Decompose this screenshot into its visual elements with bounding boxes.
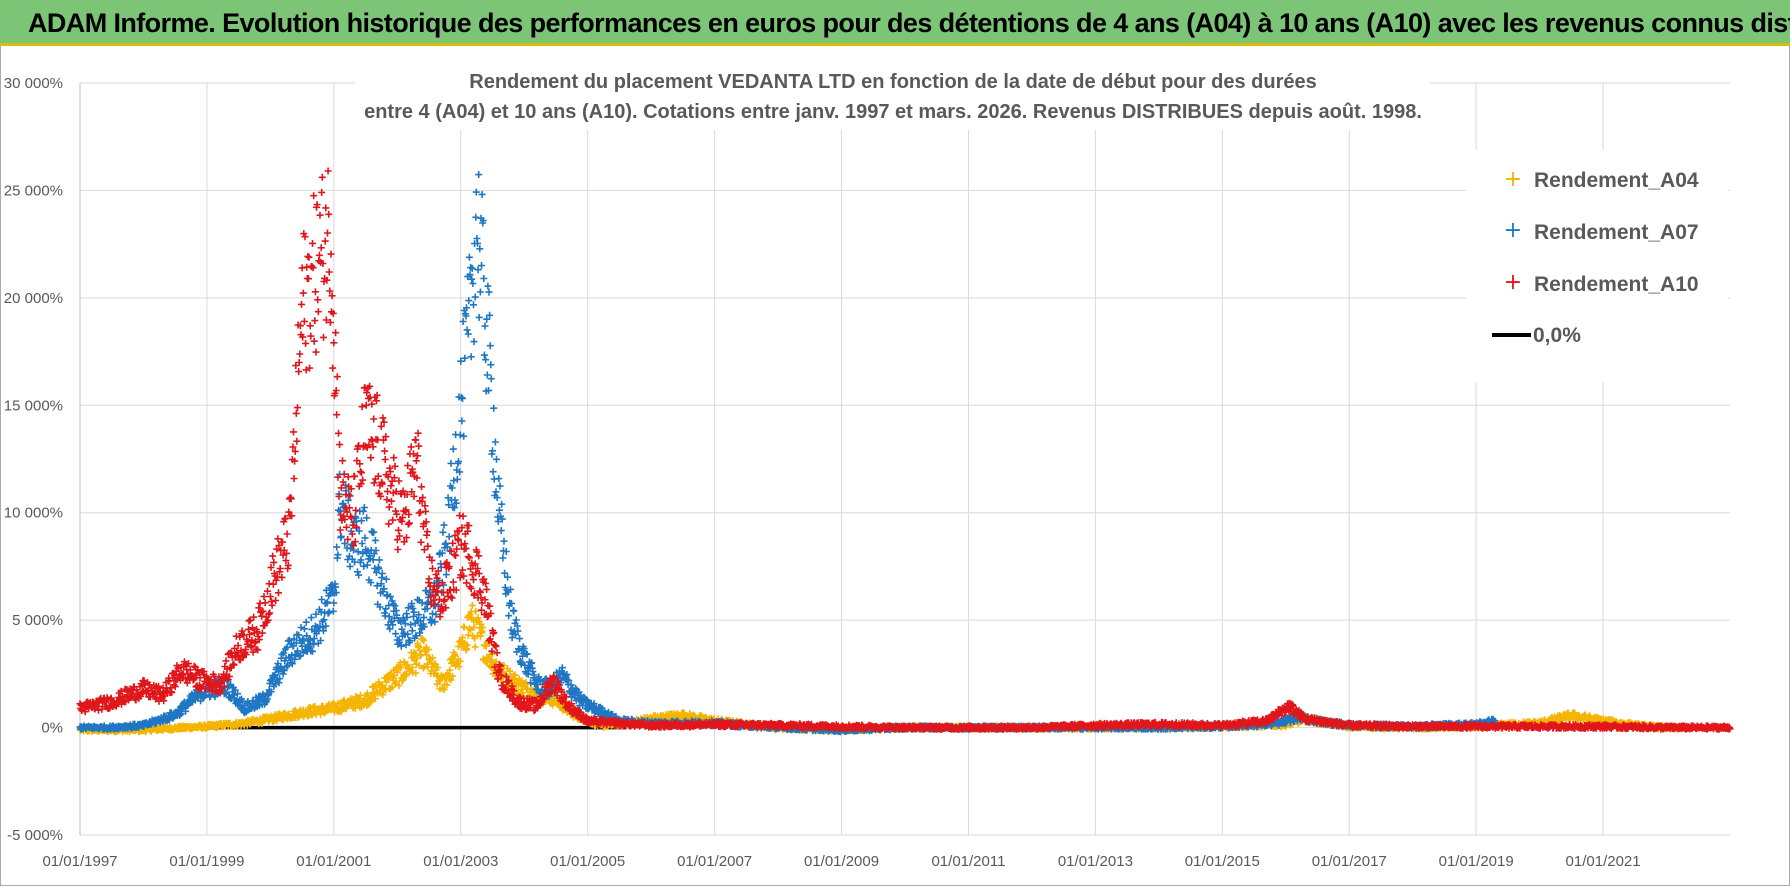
x-tick-label: 01/01/1997 <box>42 853 117 870</box>
series-rendement-a10 <box>76 167 1734 733</box>
data-series <box>76 167 1734 736</box>
legend-label-zero: 0,0% <box>1533 324 1581 347</box>
legend-label-a10: Rendement_A10 <box>1534 273 1699 296</box>
y-tick-label: 10 000% <box>4 505 63 522</box>
x-tick-label: 01/01/1999 <box>169 853 244 870</box>
y-tick-label: 0% <box>41 720 63 737</box>
legend: + Rendement_A04 + Rendement_A07 + Rendem… <box>1466 150 1728 382</box>
banner-title: ADAM Informe. Evolution historique des p… <box>28 8 1790 38</box>
y-tick-label: 30 000% <box>4 75 63 92</box>
y-tick-label: 25 000% <box>4 182 63 199</box>
legend-item-a10: + Rendement_A10 <box>1504 270 1699 296</box>
chart-title-line-2: entre 4 (A04) et 10 ans (A10). Cotations… <box>364 101 1422 123</box>
legend-marker-a10: + <box>1504 270 1522 295</box>
chart-title-line-1: Rendement du placement VEDANTA LTD en fo… <box>469 71 1317 93</box>
series-rendement-a04 <box>76 601 1690 736</box>
legend-label-a04: Rendement_A04 <box>1534 169 1699 192</box>
x-tick-label: 01/01/2015 <box>1185 853 1260 870</box>
chart-title: Rendement du placement VEDANTA LTD en fo… <box>355 60 1430 130</box>
x-tick-label: 01/01/2013 <box>1058 853 1133 870</box>
x-tick-label: 01/01/2007 <box>677 853 752 870</box>
x-tick-label: 01/01/2021 <box>1566 853 1641 870</box>
x-tick-label: 01/01/2017 <box>1312 853 1387 870</box>
legend-item-a07: + Rendement_A07 <box>1504 218 1699 244</box>
legend-item-a04: + Rendement_A04 <box>1504 167 1699 192</box>
y-tick-label: 5 000% <box>12 612 63 629</box>
legend-marker-a07: + <box>1504 218 1522 243</box>
performance-chart: Rendement du placement VEDANTA LTD en fo… <box>4 60 1734 870</box>
gridlines <box>79 82 1730 836</box>
axis-labels: -5 000% 0% 5 000% 10 000% 15 000% 20 000% 25 0… <box>4 75 1641 870</box>
y-tick-label: 20 000% <box>4 290 63 307</box>
series-rendement-a07 <box>76 171 1499 736</box>
legend-item-zero: 0,0% <box>1492 324 1581 347</box>
y-tick-label: 15 000% <box>4 397 63 414</box>
x-tick-label: 01/01/2019 <box>1439 853 1514 870</box>
x-tick-label: 01/01/2009 <box>804 853 879 870</box>
title-banner: ADAM Informe. Evolution historique des p… <box>0 0 1790 46</box>
x-tick-label: 01/01/2003 <box>423 853 498 870</box>
x-tick-label: 01/01/2005 <box>550 853 625 870</box>
y-tick-label: -5 000% <box>7 827 63 844</box>
x-tick-label: 01/01/2011 <box>931 853 1005 870</box>
series-points <box>76 601 1690 736</box>
x-tick-label: 01/01/2001 <box>296 853 371 870</box>
series-points <box>76 167 1734 733</box>
series-points <box>76 171 1499 736</box>
legend-marker-a04: + <box>1504 167 1522 192</box>
legend-label-a07: Rendement_A07 <box>1534 221 1699 244</box>
